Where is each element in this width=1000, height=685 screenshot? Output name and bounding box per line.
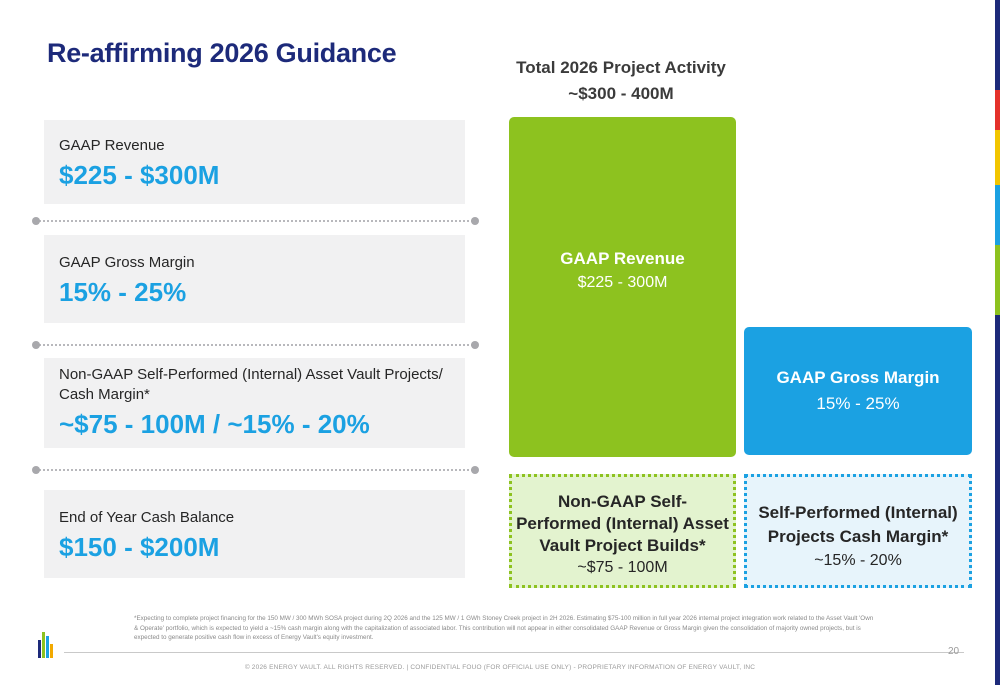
- box-value: ~15% - 20%: [814, 552, 902, 569]
- metric-value: 15% - 25%: [59, 277, 187, 307]
- metric-value: ~$75 - 100M / ~15% - 20%: [59, 409, 370, 439]
- metric-card-gaap-gross-margin: GAAP Gross Margin 15% - 25%: [44, 235, 465, 323]
- page-number: 20: [948, 646, 960, 657]
- activity-range: ~$300 - 400M: [568, 84, 674, 103]
- divider-dot: [471, 217, 479, 225]
- footer-rule: [64, 652, 964, 653]
- divider-dot: [471, 341, 479, 349]
- divider-dot: [471, 466, 479, 474]
- box-value: ~$75 - 100M: [577, 559, 668, 576]
- box-title: Self-Performed (Internal) Projects Cash …: [758, 503, 958, 546]
- page-title: Re-affirming 2026 Guidance: [47, 38, 397, 68]
- footer-text: © 2026 ENERGY VAULT. ALL RIGHTS RESERVED…: [244, 664, 756, 671]
- metric-card-gaap-revenue: GAAP Revenue $225 - $300M: [44, 120, 465, 204]
- edge-stripe-yellow: [995, 130, 1000, 185]
- box-value: $225 - 300M: [577, 274, 668, 291]
- edge-stripe-navy-bottom: [995, 315, 1000, 685]
- metric-value: $150 - $200M: [59, 532, 220, 562]
- edge-stripe-green: [995, 245, 1000, 315]
- divider-dot: [32, 341, 40, 349]
- box-title: GAAP Gross Margin: [776, 368, 940, 387]
- gaap-revenue-box: GAAP Revenue $225 - 300M: [509, 117, 736, 457]
- divider: [36, 220, 476, 222]
- metric-label: GAAP Gross Margin: [59, 254, 195, 271]
- box-value: 15% - 25%: [816, 394, 900, 413]
- edge-stripe-navy: [995, 0, 1000, 90]
- metric-label: Non-GAAP Self-Performed (Internal) Asset…: [59, 366, 443, 403]
- edge-stripe-red: [995, 90, 1000, 130]
- metric-label: GAAP Revenue: [59, 137, 165, 154]
- metric-label: End of Year Cash Balance: [59, 509, 235, 526]
- divider: [36, 469, 476, 471]
- metric-value: $225 - $300M: [59, 160, 220, 190]
- metric-card-non-gaap: Non-GAAP Self-Performed (Internal) Asset…: [44, 358, 465, 448]
- metric-card-cash-balance: End of Year Cash Balance $150 - $200M: [44, 490, 465, 578]
- divider: [36, 344, 476, 346]
- box-title: Non-GAAP Self-Performed (Internal) Asset…: [516, 492, 729, 555]
- non-gaap-builds-box: Non-GAAP Self-Performed (Internal) Asset…: [509, 474, 736, 588]
- energy-vault-logo-icon: [38, 630, 54, 658]
- divider-dot: [32, 466, 40, 474]
- self-performed-margin-box: Self-Performed (Internal) Projects Cash …: [744, 474, 972, 588]
- divider-dot: [32, 217, 40, 225]
- gaap-gross-margin-box: GAAP Gross Margin 15% - 25%: [744, 327, 972, 455]
- activity-title: Total 2026 Project Activity: [516, 58, 726, 77]
- box-title: GAAP Revenue: [560, 249, 685, 268]
- edge-stripe-blue: [995, 185, 1000, 245]
- footnote: *Expecting to complete project financing…: [134, 615, 874, 641]
